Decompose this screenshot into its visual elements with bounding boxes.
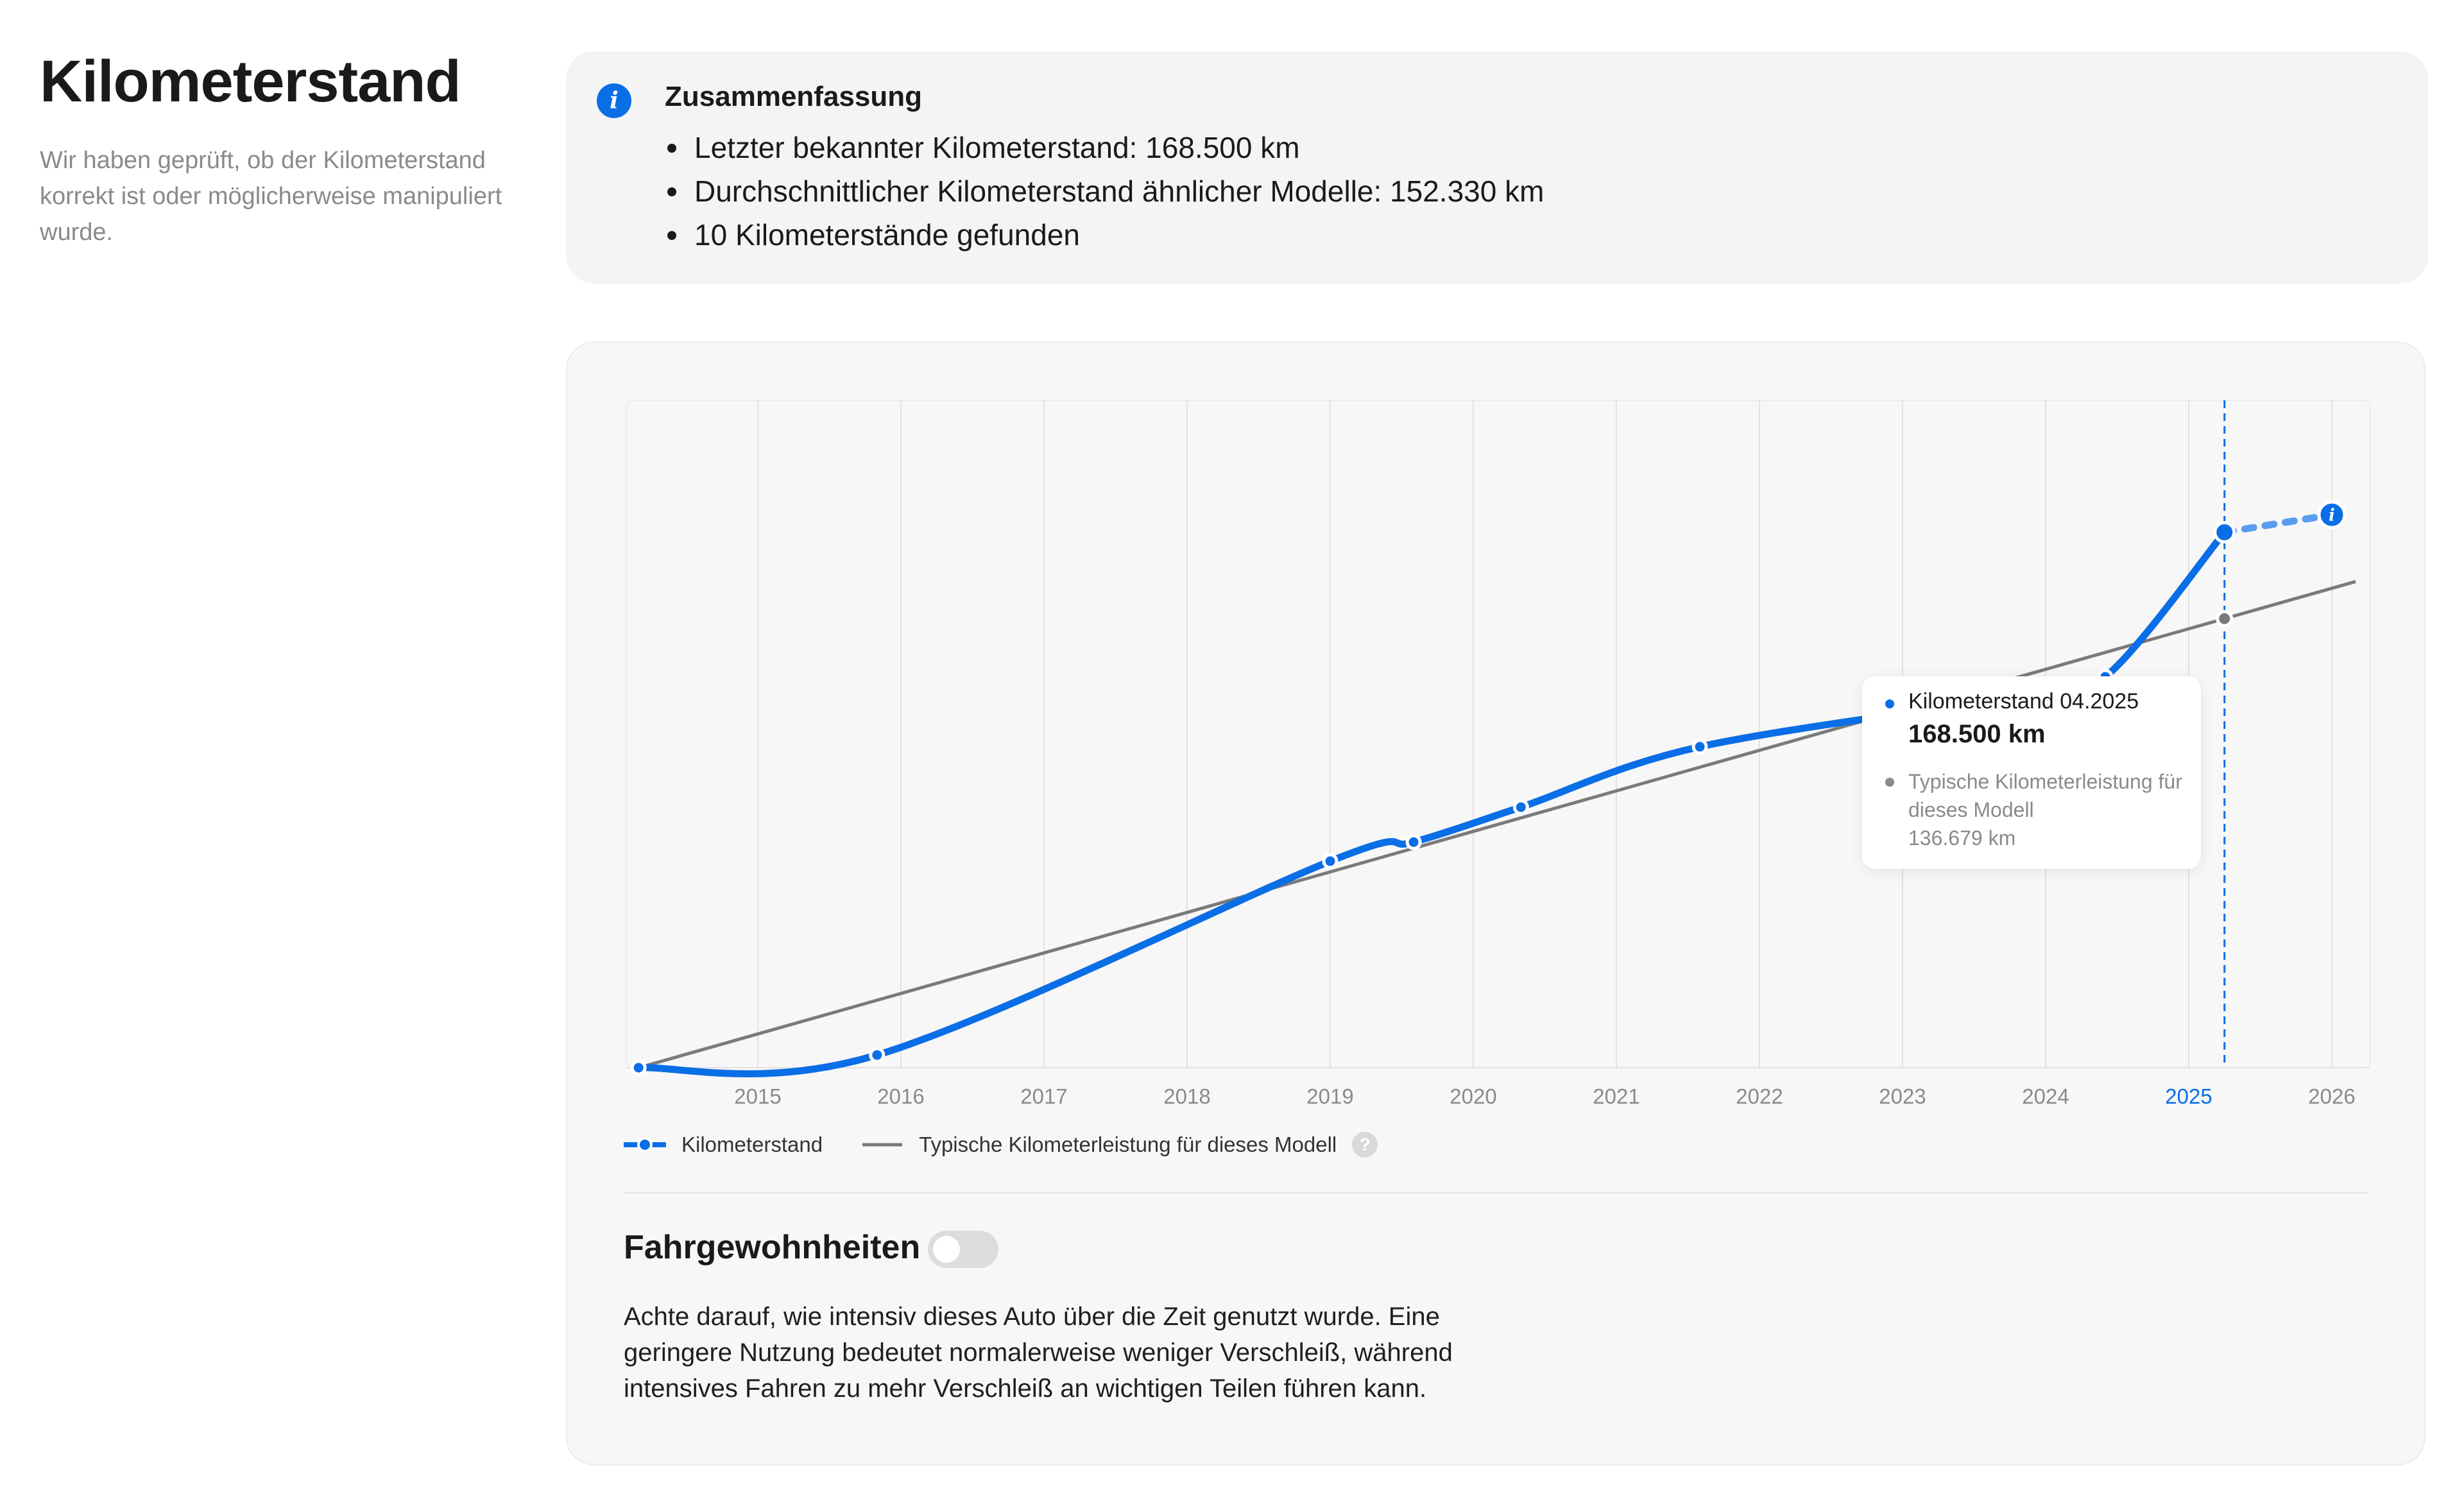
mileage-data-point (1691, 739, 1708, 755)
habits-description: Achte darauf, wie intensiv dieses Auto ü… (624, 1303, 1453, 1403)
tooltip-typical-label: Typische Kilometerleistung für dieses Mo… (1908, 770, 2182, 821)
x-tick-label: 2016 (877, 1084, 924, 1108)
projection-info-icon (2317, 500, 2347, 529)
question-icon[interactable]: ? (1352, 1132, 1378, 1158)
legend-item-typical[interactable]: Typische Kilometerleistung für dieses Mo… (861, 1132, 1378, 1158)
x-tick-label: 2020 (1450, 1084, 1496, 1108)
tooltip-typical-dot (1885, 778, 1894, 787)
tooltip-label: Kilometerstand 04.2025 (1908, 689, 2139, 714)
x-tick-label: 2026 (2308, 1084, 2355, 1108)
legend-swatch-typical (862, 1143, 903, 1147)
summary-item-average-mileage: Durchschnittlicher Kilometerstand ähnlic… (665, 169, 1544, 213)
summary-item-count: 10 Kilometerstände gefunden (665, 213, 1544, 257)
x-tick-label: 2022 (1736, 1084, 1783, 1108)
chart-legend: Kilometerstand Typische Kilometerleistun… (624, 1132, 1416, 1158)
legend-label-mileage: Kilometerstand (681, 1133, 823, 1156)
x-tick-label: 2021 (1593, 1084, 1639, 1108)
mileage-data-point (1405, 834, 1422, 850)
mileage-data-point (1512, 799, 1529, 816)
projection-info-glyph: i (2329, 506, 2335, 525)
info-icon: i (597, 83, 631, 118)
legend-label-typical: Typische Kilometerleistung für dieses Mo… (919, 1133, 1337, 1156)
tooltip-typical: Typische Kilometerleistung für dieses Mo… (1908, 767, 2191, 852)
chart-tooltip: Kilometerstand 04.2025 168.500 km Typisc… (1862, 676, 2201, 869)
x-tick-label: 2015 (734, 1084, 781, 1108)
x-tick-label: 2017 (1020, 1084, 1067, 1108)
page-title: Kilometerstand (40, 49, 461, 114)
mileage-data-point (2213, 521, 2236, 544)
start-data-point (630, 1059, 647, 1076)
mileage-projection-line (2221, 511, 2336, 536)
mileage-data-point (1322, 853, 1339, 869)
habits-toggle[interactable] (928, 1231, 998, 1268)
summary-box (566, 51, 2428, 284)
summary-list: Letzter bekannter Kilometerstand: 168.50… (665, 126, 1544, 257)
tooltip-value: 168.500 km (1908, 720, 2046, 748)
typical-series-line (638, 579, 2356, 1070)
habits-title: Fahrgewohnheiten (624, 1229, 921, 1266)
x-tick-label: 2019 (1306, 1084, 1353, 1108)
intro-column: Kilometerstand Wir haben geprüft, ob der… (40, 46, 527, 250)
x-tick-label: 2025 (2165, 1084, 2212, 1108)
summary-title: Zusammenfassung (665, 81, 922, 112)
chart-card (566, 341, 2426, 1466)
summary-item-last-mileage: Letzter bekannter Kilometerstand: 168.50… (665, 126, 1544, 169)
x-tick-label: 2024 (2022, 1084, 2069, 1108)
tooltip-typical-value: 136.679 km (1908, 826, 2016, 850)
x-tick-label: 2018 (1163, 1084, 1210, 1108)
tooltip-mileage-dot (1885, 699, 1894, 708)
x-tick-label: 2023 (1879, 1084, 1926, 1108)
page-description: Wir haben geprüft, ob der Kilometerstand… (40, 147, 502, 246)
mileage-data-point (869, 1047, 886, 1063)
divider (624, 1192, 2369, 1193)
typical-hover-point (2216, 610, 2234, 628)
toggle-knob (933, 1236, 960, 1263)
legend-item-mileage[interactable]: Kilometerstand (624, 1133, 823, 1157)
legend-swatch-mileage (624, 1137, 666, 1152)
